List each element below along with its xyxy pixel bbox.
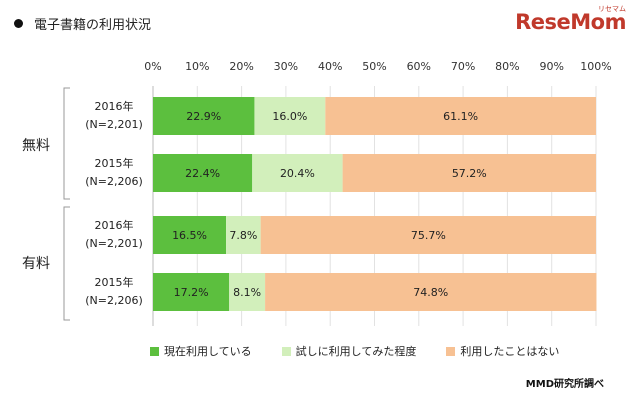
legend-item-never: 利用したことはない (446, 343, 559, 359)
x-tick-label: 50% (362, 60, 386, 73)
row-n-label: (N=2,206) (85, 175, 143, 188)
group-bracket (63, 206, 70, 321)
source-credit: MMD研究所調べ (525, 379, 604, 390)
bar-value-label: 16.0% (272, 110, 307, 123)
bar-segment (254, 97, 326, 135)
row-n-label: (N=2,206) (85, 294, 143, 307)
bar-segment (153, 273, 230, 311)
row-n-label: (N=2,201) (85, 237, 143, 250)
bar-segment (229, 273, 266, 311)
x-tick-label: 0% (144, 60, 161, 73)
bar-value-label: 57.2% (452, 167, 487, 180)
bar-value-label: 20.4% (280, 167, 315, 180)
bar-segment (260, 216, 596, 254)
group-label: 無料 (22, 138, 50, 154)
logo-small-text: リセマム (598, 5, 626, 13)
bar-value-label: 22.4% (185, 167, 220, 180)
legend-label-trial: 試しに利用してみた程度 (295, 345, 417, 358)
row-year-label: 2015年 (95, 275, 134, 289)
title-row: 電子書籍の利用状況 (14, 14, 151, 33)
x-tick-label: 30% (274, 60, 298, 73)
legend-swatch-trial (281, 346, 291, 356)
legend-label-never: 利用したことはない (460, 345, 560, 358)
bar-segment (342, 154, 596, 192)
legend-item-current: 現在利用している (150, 343, 252, 359)
bar-value-label: 16.5% (172, 229, 207, 242)
row-year-label: 2016年 (95, 99, 134, 113)
x-tick-label: 20% (229, 60, 253, 73)
x-tick-label: 70% (451, 60, 475, 73)
bullet-icon (14, 19, 23, 28)
group-label: 有料 (22, 256, 50, 272)
x-tick-label: 80% (495, 60, 519, 73)
bar-segment (153, 97, 255, 135)
bar-value-label: 22.9% (186, 110, 221, 123)
legend-swatch-never (446, 346, 456, 356)
row-year-label: 2015年 (95, 156, 134, 170)
chart-title: 電子書籍の利用状況 (34, 18, 152, 33)
logo-text: ReseMom (515, 10, 626, 34)
legend: 現在利用している 試しに利用してみた程度 利用したことはない (150, 343, 589, 359)
legend-item-trial: 試しに利用してみた程度 (281, 343, 417, 359)
x-tick-label: 100% (580, 60, 611, 73)
bar-segment (252, 154, 343, 192)
resemom-logo: ReseMom リセマム (515, 5, 626, 34)
x-tick-label: 10% (185, 60, 209, 73)
bar-value-label: 7.8% (229, 229, 257, 242)
bar-value-label: 74.8% (413, 286, 448, 299)
bar-value-label: 75.7% (411, 229, 446, 242)
x-tick-label: 40% (318, 60, 342, 73)
row-year-label: 2016年 (95, 218, 134, 232)
bar-value-label: 8.1% (233, 286, 261, 299)
x-tick-label: 60% (407, 60, 431, 73)
bar-segment (153, 216, 227, 254)
row-n-label: (N=2,201) (85, 118, 143, 131)
bar-value-label: 17.2% (174, 286, 209, 299)
bar-segment (153, 154, 253, 192)
x-tick-label: 90% (539, 60, 563, 73)
group-bracket (63, 87, 70, 200)
legend-label-current: 現在利用している (164, 345, 252, 358)
bar-segment (265, 273, 597, 311)
legend-swatch-current (150, 346, 159, 356)
bar-segment (226, 216, 261, 254)
bar-segment (325, 97, 596, 135)
bar-value-label: 61.1% (443, 110, 478, 123)
